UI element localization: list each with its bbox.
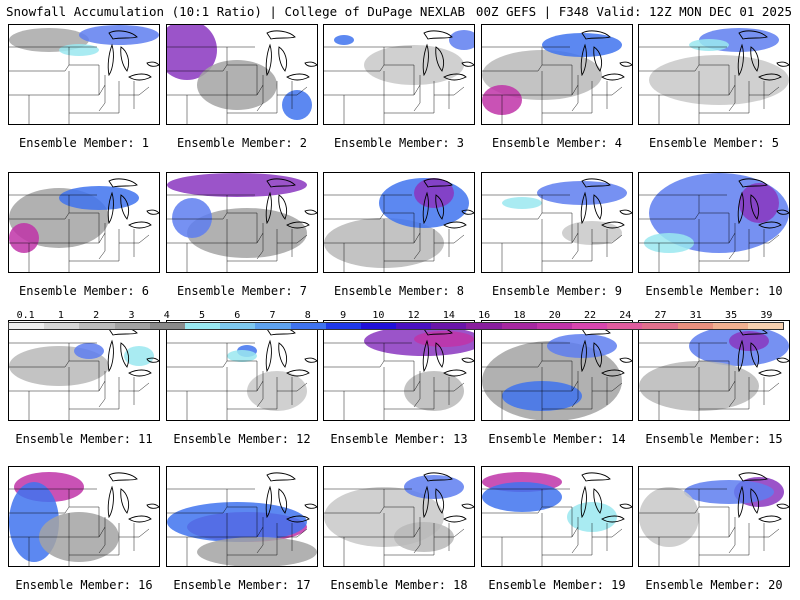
ensemble-member-label: Ensemble Member: 8 xyxy=(333,284,465,298)
ensemble-member-label: Ensemble Member: 10 xyxy=(645,284,783,298)
colorbar-tick-label: 2 xyxy=(93,310,100,321)
colorbar-tick-label: 12 xyxy=(407,310,420,321)
ensemble-member-label: Ensemble Member: 19 xyxy=(488,578,626,592)
ensemble-member-label: Ensemble Member: 20 xyxy=(645,578,783,592)
ensemble-member-label: Ensemble Member: 11 xyxy=(15,432,153,446)
ensemble-member-label: Ensemble Member: 1 xyxy=(18,136,150,150)
colorbar-swatch xyxy=(747,323,784,329)
snowfall-map xyxy=(166,320,318,421)
ensemble-member-label: Ensemble Member: 9 xyxy=(491,284,623,298)
colorbar-swatch xyxy=(220,323,256,329)
snowfall-map xyxy=(481,466,633,567)
colorbar-tick-label: 35 xyxy=(725,310,738,321)
snowfall-map xyxy=(638,466,790,567)
colorbar-swatch xyxy=(9,323,45,329)
colorbar-swatch xyxy=(149,323,185,329)
colorbar-swatch xyxy=(325,323,361,329)
colorbar-tick-label: 24 xyxy=(619,310,632,321)
colorbar-tick-label: 1 xyxy=(57,310,64,321)
colorbar-tick-label: 27 xyxy=(654,310,667,321)
colorbar-tick-label: 16 xyxy=(478,310,491,321)
valid-time: 00Z GEFS | F348 Valid: 12Z MON DEC 01 20… xyxy=(475,4,792,19)
colorbar-swatch xyxy=(114,323,150,329)
colorbar-swatch xyxy=(290,323,326,329)
snowfall-map xyxy=(166,172,318,273)
snowfall-map xyxy=(481,320,633,421)
snowfall-map xyxy=(638,320,790,421)
snowfall-map xyxy=(638,24,790,125)
page-title: Snowfall Accumulation (10:1 Ratio) | Col… xyxy=(6,4,466,19)
ensemble-member-label: Ensemble Member: 4 xyxy=(491,136,623,150)
colorbar-swatch xyxy=(44,323,80,329)
colorbar-tick-label: 7 xyxy=(269,310,276,321)
colorbar-tick-label: 0.1 xyxy=(16,310,35,321)
colorbar-tick-label: 10 xyxy=(372,310,385,321)
colorbar-tick-label: 3 xyxy=(128,310,135,321)
snowfall-map xyxy=(166,24,318,125)
ensemble-member-label: Ensemble Member: 7 xyxy=(176,284,308,298)
ensemble-member-label: Ensemble Member: 5 xyxy=(648,136,780,150)
colorbar-swatch xyxy=(184,323,221,329)
snowfall-map xyxy=(8,24,160,125)
colorbar-swatch xyxy=(466,323,502,329)
colorbar-swatch xyxy=(712,323,748,329)
colorbar-tick-label: 8 xyxy=(304,310,311,321)
snowfall-map xyxy=(166,466,318,567)
colorbar-swatch xyxy=(677,323,713,329)
snowfall-map xyxy=(8,320,160,421)
ensemble-member-label: Ensemble Member: 14 xyxy=(488,432,626,446)
colorbar-tick-label: 20 xyxy=(548,310,561,321)
colorbar-swatch xyxy=(642,323,678,329)
colorbar: 0.1 1 2 3 4 5 6 7 8 9 10 12 14 16 18 20 22 24 27 31 35 39 xyxy=(8,310,784,330)
colorbar-swatch xyxy=(79,323,115,329)
snowfall-map xyxy=(8,466,160,567)
ensemble-member-label: Ensemble Member: 13 xyxy=(330,432,468,446)
ensemble-member-label: Ensemble Member: 2 xyxy=(176,136,308,150)
colorbar-swatch xyxy=(431,323,467,329)
snowfall-map xyxy=(323,24,475,125)
colorbar-tick-label: 14 xyxy=(442,310,455,321)
snowfall-map xyxy=(323,172,475,273)
colorbar-tick-label: 4 xyxy=(163,310,170,321)
snowfall-map xyxy=(323,320,475,421)
colorbar-tick-label: 39 xyxy=(760,310,773,321)
colorbar-tick-label: 5 xyxy=(198,310,206,321)
ensemble-member-label: Ensemble Member: 17 xyxy=(173,578,311,592)
snowfall-map xyxy=(638,172,790,273)
colorbar-tick-label: 9 xyxy=(340,310,347,321)
colorbar-swatch xyxy=(572,323,608,329)
snowfall-map xyxy=(481,24,633,125)
colorbar-tick-label: 22 xyxy=(583,310,597,321)
ensemble-member-label: Ensemble Member: 6 xyxy=(18,284,150,298)
colorbar-swatch xyxy=(255,323,291,329)
colorbar-swatch xyxy=(360,323,397,329)
ensemble-member-label: Ensemble Member: 18 xyxy=(330,578,468,592)
colorbar-tick-label: 6 xyxy=(234,310,241,321)
ensemble-member-label: Ensemble Member: 16 xyxy=(15,578,153,592)
colorbar-swatch xyxy=(396,323,432,329)
snowfall-map xyxy=(481,172,633,273)
colorbar-swatch xyxy=(607,323,643,329)
colorbar-tick-label: 31 xyxy=(689,310,702,321)
snowfall-map xyxy=(323,466,475,567)
colorbar-swatch xyxy=(501,323,537,329)
ensemble-member-label: Ensemble Member: 3 xyxy=(333,136,465,150)
colorbar-swatch xyxy=(536,323,572,329)
colorbar-labels: 0.1 1 2 3 4 5 6 7 8 9 10 12 14 16 18 20 22 24 27 31 35 39 xyxy=(8,310,784,321)
colorbar-swatches xyxy=(8,322,784,330)
ensemble-member-label: Ensemble Member: 15 xyxy=(645,432,783,446)
snowfall-map xyxy=(8,172,160,273)
colorbar-tick-label: 18 xyxy=(513,310,526,321)
ensemble-member-label: Ensemble Member: 12 xyxy=(173,432,311,446)
